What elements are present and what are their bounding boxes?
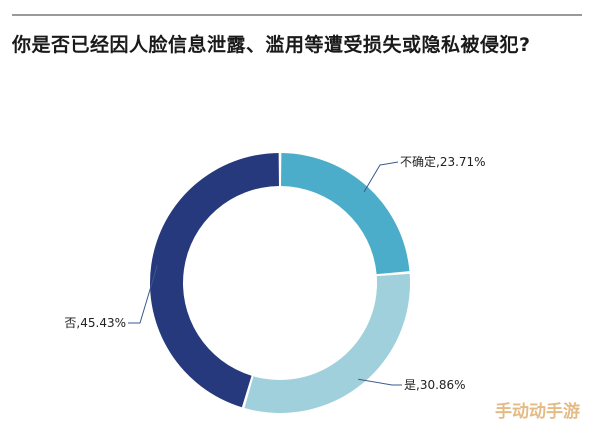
slice-label-1: 是,30.86% [404, 378, 466, 392]
donut-slice-0 [281, 153, 410, 275]
donut-slice-1 [244, 273, 410, 413]
slice-label-2: 否,45.43% [64, 316, 126, 330]
top-divider [12, 14, 582, 16]
slice-label-0: 不确定,23.71% [400, 154, 486, 169]
leader-line-2 [128, 265, 158, 324]
donut-slice-2 [150, 153, 279, 408]
watermark-text: 手动动手游 [495, 402, 580, 422]
chart-title: 你是否已经因人脸信息泄露、滥用等遭受损失或隐私被侵犯? [12, 34, 531, 56]
leader-line-1 [358, 378, 402, 386]
leader-line-0 [363, 161, 399, 193]
